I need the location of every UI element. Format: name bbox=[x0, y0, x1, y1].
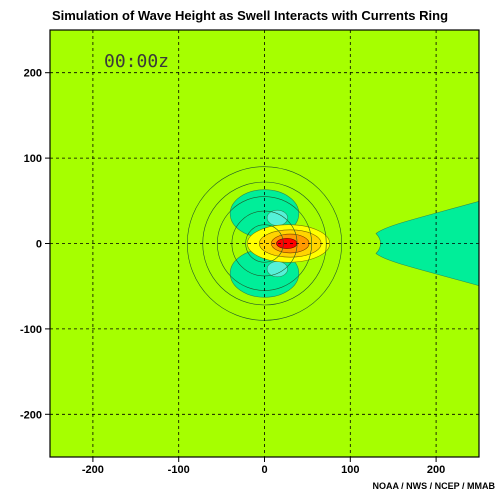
plot-area bbox=[49, 29, 480, 458]
eastern-low-region bbox=[375, 201, 479, 286]
x-tick-label: -200 bbox=[82, 464, 104, 476]
x-tick-label: 0 bbox=[261, 464, 267, 476]
axis-ticks: -200 -100 0 100 200 -200 -100 0 100 200 bbox=[20, 68, 445, 476]
y-tick-label: 100 bbox=[24, 153, 42, 165]
credit-label: NOAA / NWS / NCEP / MMAB bbox=[372, 481, 495, 491]
y-tick-label: 0 bbox=[36, 239, 42, 251]
timestamp-label: 00:00z bbox=[104, 51, 169, 72]
chart-title: Simulation of Wave Height as Swell Inter… bbox=[52, 8, 448, 23]
y-tick-label: -100 bbox=[20, 324, 42, 336]
y-tick-label: -200 bbox=[20, 409, 42, 421]
x-tick-label: -100 bbox=[168, 464, 190, 476]
contour-layer bbox=[50, 30, 479, 457]
y-tick-label: 200 bbox=[24, 68, 42, 80]
x-tick-label: 200 bbox=[427, 464, 445, 476]
x-tick-label: 100 bbox=[341, 464, 359, 476]
